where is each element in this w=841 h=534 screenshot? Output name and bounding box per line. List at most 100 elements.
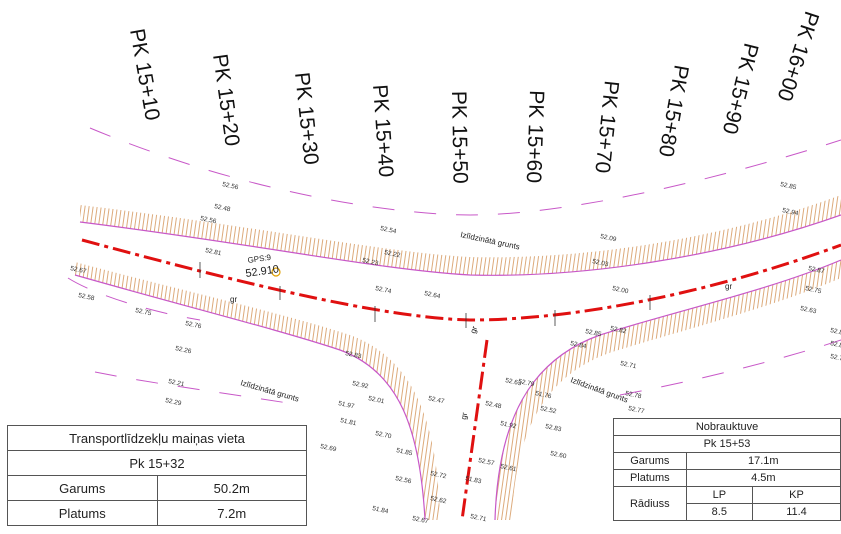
table-value: 4.5m bbox=[685, 469, 841, 487]
spot-level: 52.61 bbox=[500, 463, 518, 473]
station-label: PK 15+40 bbox=[368, 84, 397, 178]
spot-level: 52.21 bbox=[168, 378, 186, 388]
spot-level: 52.82 bbox=[610, 325, 628, 335]
spot-level: 52.47 bbox=[428, 395, 446, 405]
table-label: Platums bbox=[613, 469, 687, 487]
spot-level: 51.83 bbox=[465, 475, 483, 485]
spot-level: 52.67 bbox=[412, 515, 430, 525]
spot-level: 52.01 bbox=[368, 395, 386, 405]
spot-level: 52.87 bbox=[808, 265, 826, 275]
gps-marker-icon bbox=[271, 267, 281, 277]
spot-level: 51.76 bbox=[535, 390, 553, 400]
spot-level: 52.84 bbox=[830, 327, 841, 337]
offset-lines bbox=[67, 127, 841, 406]
table-value: 7.2m bbox=[156, 500, 307, 526]
station-label: PK 15+60 bbox=[522, 90, 548, 184]
spot-level: 52.00 bbox=[612, 285, 630, 295]
table-value: 11.4 bbox=[752, 503, 841, 521]
table-station: Pk 15+32 bbox=[7, 450, 307, 476]
table-station: Pk 15+53 bbox=[613, 435, 841, 453]
station-label: PK 15+20 bbox=[208, 52, 244, 147]
station-label: PK 15+50 bbox=[447, 91, 472, 184]
spot-level: 52.81 bbox=[205, 247, 223, 257]
spot-level: 52.63 bbox=[505, 377, 523, 387]
spot-level: 52.03 bbox=[592, 258, 610, 268]
spot-level: 52.48 bbox=[214, 203, 232, 213]
soil-label: Izlīdzinātā grunts bbox=[460, 230, 521, 251]
spot-level: 52.56 bbox=[222, 181, 240, 191]
spot-level: 52.69 bbox=[320, 443, 338, 453]
table-title: Transportlīdzekļu maiņas vieta bbox=[7, 425, 307, 451]
lower-left-slope bbox=[74, 262, 440, 521]
road-axis bbox=[81, 238, 841, 521]
table-label: Garums bbox=[7, 475, 158, 501]
spot-level: 52.85 bbox=[585, 328, 603, 338]
table-value: 50.2m bbox=[156, 475, 307, 501]
spot-level: 52.76 bbox=[830, 353, 841, 363]
table-value: 8.5 bbox=[685, 503, 754, 521]
spot-level: 52.71 bbox=[470, 513, 488, 523]
station-label: PK 15+10 bbox=[125, 27, 164, 122]
station-ticks bbox=[199, 262, 651, 328]
spot-level: 52.81 bbox=[830, 340, 841, 350]
spot-levels: 52.56 52.48 52.56 52.81 52.67 52.58 52.75 52.76… bbox=[70, 181, 841, 525]
spot-level: 52.78 bbox=[625, 390, 643, 400]
table-title: Nobrauktuve bbox=[613, 418, 841, 436]
station-label: PK 16+00 bbox=[773, 8, 824, 103]
soil-label: Izlīdzinātā grunts bbox=[569, 375, 629, 404]
spot-level: 52.29 bbox=[165, 397, 183, 407]
spot-level: 52.56 bbox=[200, 215, 218, 225]
spot-level: 52.83 bbox=[545, 423, 563, 433]
spot-level: 52.67 bbox=[70, 265, 88, 275]
spot-level: 52.77 bbox=[628, 405, 646, 415]
spot-level: 52.85 bbox=[780, 181, 798, 191]
vehicle-change-table: Transportlīdzekļu maiņas vieta Pk 15+32 … bbox=[7, 425, 307, 526]
spot-level: 52.09 bbox=[600, 233, 618, 243]
upper-slope bbox=[79, 195, 841, 276]
gr-label: gr bbox=[725, 282, 732, 291]
spot-level: 52.76 bbox=[185, 320, 203, 330]
gr-label: gr bbox=[459, 411, 469, 420]
table-value: 17.1m bbox=[685, 452, 841, 470]
spot-level: 52.72 bbox=[430, 470, 448, 480]
spot-level: 52.74 bbox=[375, 285, 393, 295]
station-label: PK 15+80 bbox=[654, 63, 693, 158]
gr-label: gr bbox=[230, 295, 237, 304]
station-label: PK 15+90 bbox=[718, 41, 763, 137]
spot-level: 52.56 bbox=[395, 475, 413, 485]
spot-level: 52.94 bbox=[782, 207, 800, 217]
spot-level: 52.48 bbox=[485, 400, 503, 410]
table-label: Platums bbox=[7, 500, 158, 526]
spot-level: 52.84 bbox=[570, 340, 588, 350]
spot-level: 51.97 bbox=[338, 400, 356, 410]
spot-level: 52.54 bbox=[380, 225, 398, 235]
spot-level: 51.85 bbox=[396, 447, 414, 457]
spot-level: 52.62 bbox=[430, 495, 448, 505]
gr-label: gr bbox=[468, 325, 479, 335]
gps-value: 52.910 bbox=[245, 263, 280, 280]
spot-level: 51.81 bbox=[340, 417, 358, 427]
spot-level: 52.57 bbox=[478, 457, 496, 467]
table-subheader: LP bbox=[685, 486, 754, 504]
spot-level: 52.75 bbox=[805, 285, 823, 295]
spot-level: 51.92 bbox=[500, 420, 518, 430]
spot-level: 52.70 bbox=[375, 430, 393, 440]
spot-level: 52.60 bbox=[550, 450, 568, 460]
spot-level: 52.92 bbox=[352, 380, 370, 390]
spot-level: 51.84 bbox=[372, 505, 390, 515]
station-label: PK 15+70 bbox=[590, 79, 623, 174]
spot-level: 52.58 bbox=[78, 292, 96, 302]
gps-label: GPS:9 bbox=[247, 253, 272, 265]
spot-level: 52.75 bbox=[135, 307, 153, 317]
lower-right-slope bbox=[494, 259, 841, 521]
station-labels: PK 15+10 PK 15+20 PK 15+30 PK 15+40 PK 1… bbox=[125, 8, 823, 183]
spot-level: 52.71 bbox=[620, 360, 638, 370]
table-label: Garums bbox=[613, 452, 687, 470]
spot-level: 52.63 bbox=[800, 305, 818, 315]
station-label: PK 15+30 bbox=[290, 71, 323, 166]
spot-level: 52.52 bbox=[540, 405, 558, 415]
spot-level: 52.83 bbox=[345, 350, 363, 360]
table-subheader: KP bbox=[752, 486, 841, 504]
spot-level: 52.23 bbox=[362, 257, 380, 267]
